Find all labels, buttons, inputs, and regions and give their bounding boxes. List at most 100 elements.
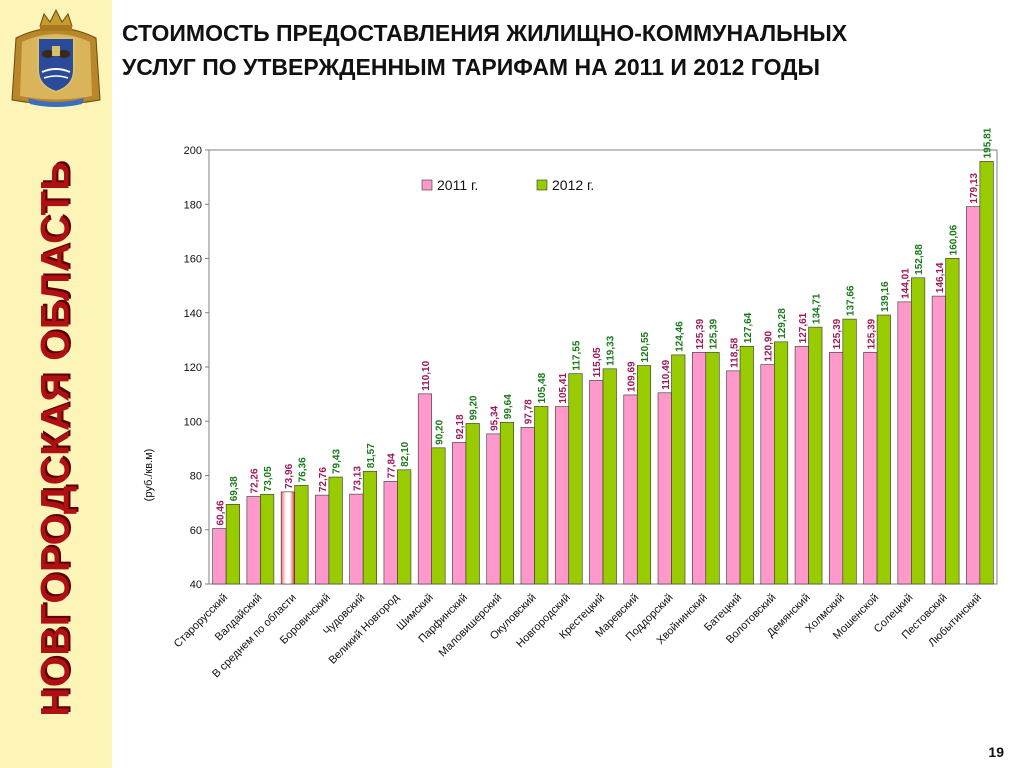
data-label-2011-1: 60,46	[215, 500, 226, 525]
bar-2012-2	[260, 494, 275, 585]
bar-2011-3	[280, 491, 295, 585]
data-label-2012-9: 99,64	[503, 394, 514, 419]
bar-2012-14	[671, 354, 686, 585]
data-label-2012-2: 73,05	[263, 466, 274, 491]
data-label-2011-11: 105,41	[558, 373, 569, 404]
data-label-2012-7: 90,20	[434, 419, 445, 444]
bar-2012-18	[808, 326, 823, 585]
data-label-2012-19: 137,66	[846, 285, 857, 316]
data-label-2011-10: 97,78	[524, 399, 535, 424]
bar-2011-21	[897, 301, 912, 585]
region-vertical-title: НОВГОРОДСКАЯ ОБЛАСТЬ	[33, 161, 78, 717]
page-title-line-1: СТОИМОСТЬ ПРЕДОСТАВЛЕНИЯ ЖИЛИЩНО-КОММУНА…	[122, 20, 848, 46]
y-tick-label: 180	[184, 199, 202, 211]
data-label-2012-3: 76,36	[297, 457, 308, 482]
bar-2012-22	[945, 258, 960, 585]
data-label-2012-11: 117,55	[571, 340, 582, 370]
bar-2012-23	[979, 161, 994, 585]
x-tick-label: Маловишерский	[437, 592, 505, 660]
legend-swatch-2012	[536, 179, 548, 191]
data-label-2011-2: 72,26	[250, 468, 261, 493]
data-label-2011-20: 125,39	[866, 318, 877, 349]
data-label-2011-9: 95,34	[489, 405, 500, 430]
coat-of-arms-icon	[11, 8, 101, 107]
bar-2011-7	[417, 393, 432, 585]
data-label-2012-16: 127,64	[743, 312, 754, 343]
bar-2011-14	[657, 392, 672, 585]
bar-2011-5	[349, 493, 364, 585]
bar-2012-7	[431, 447, 446, 585]
bar-2011-6	[383, 481, 398, 585]
data-label-2011-14: 110,49	[661, 359, 672, 389]
bar-2011-2	[246, 496, 261, 585]
data-label-2012-6: 82,10	[400, 441, 411, 466]
bar-2011-17	[760, 364, 775, 585]
bar-2011-20	[863, 352, 878, 585]
data-label-2011-4: 72,76	[318, 467, 329, 492]
bar-2012-11	[568, 373, 583, 585]
bar-2011-8	[452, 442, 467, 585]
data-label-2011-18: 127,61	[798, 312, 809, 343]
y-tick-label: 40	[190, 579, 202, 591]
data-label-2011-8: 92,18	[455, 414, 466, 439]
data-label-2012-20: 139,16	[880, 281, 891, 312]
bar-2012-17	[774, 341, 789, 585]
bar-2012-4	[328, 476, 343, 585]
page-title-line-2: УСЛУГ ПО УТВЕРЖДЕННЫМ ТАРИФАМ НА 2011 И …	[122, 54, 821, 80]
chart-bars	[212, 161, 994, 585]
data-label-2011-6: 77,84	[387, 453, 398, 478]
y-tick-label: 200	[184, 145, 202, 157]
bar-2012-16	[739, 345, 754, 585]
data-label-2011-16: 118,58	[729, 337, 740, 367]
data-label-2012-17: 129,28	[777, 308, 788, 339]
bar-2012-5	[362, 470, 377, 585]
y-tick-label: 100	[184, 416, 202, 428]
y-tick-label: 160	[184, 254, 202, 266]
data-label-2011-5: 73,13	[352, 466, 363, 491]
data-label-2012-12: 119,33	[606, 335, 617, 365]
data-label-2011-21: 144,01	[901, 268, 912, 299]
data-label-2011-3: 73,96	[284, 463, 295, 488]
data-label-2012-14: 124,46	[674, 321, 685, 352]
data-label-2011-19: 125,39	[832, 318, 843, 349]
bar-2011-16	[726, 370, 741, 585]
data-label-2012-4: 79,43	[332, 449, 343, 474]
data-label-2011-12: 115,05	[592, 347, 603, 377]
bar-2011-22	[931, 295, 946, 585]
bar-2011-4	[315, 494, 330, 585]
bar-2012-12	[602, 368, 617, 585]
data-label-2012-5: 81,57	[366, 443, 377, 468]
bar-2011-18	[794, 346, 809, 585]
data-label-2012-18: 134,71	[811, 293, 822, 324]
bar-2012-8	[465, 423, 480, 585]
data-label-2012-15: 125,39	[709, 318, 720, 349]
legend-label-2012: 2012 г.	[552, 177, 594, 193]
bar-2012-20	[876, 314, 891, 585]
data-label-2012-8: 99,20	[469, 395, 480, 420]
page-title: СТОИМОСТЬ ПРЕДОСТАВЛЕНИЯ ЖИЛИЩНО-КОММУНА…	[122, 16, 1012, 84]
data-label-2012-1: 69,38	[229, 476, 240, 501]
bar-2012-6	[397, 469, 412, 585]
bar-2011-23	[966, 206, 981, 585]
bar-2011-1	[212, 528, 227, 585]
bar-2012-10	[534, 406, 549, 585]
y-tick-label: 60	[190, 525, 202, 537]
chart-y-axis-label: (руб./кв.м)	[143, 449, 155, 502]
bar-2011-12	[589, 380, 604, 585]
y-tick-label: 140	[184, 308, 202, 320]
y-tick-label: 80	[190, 471, 202, 483]
sidebar: НОВГОРОДСКАЯ ОБЛАСТЬ	[0, 0, 112, 768]
bar-2011-15	[691, 352, 707, 585]
data-label-2011-15: 125,39	[695, 318, 706, 349]
bar-2012-13	[636, 365, 652, 585]
data-label-2012-21: 152,88	[914, 244, 925, 275]
legend-swatch-2011	[421, 179, 433, 191]
data-label-2012-13: 120,55	[640, 331, 651, 362]
bar-2012-9	[499, 421, 515, 585]
bar-2012-19	[842, 318, 857, 585]
data-label-2011-23: 179,13	[969, 173, 980, 204]
bar-2011-10	[520, 426, 535, 585]
